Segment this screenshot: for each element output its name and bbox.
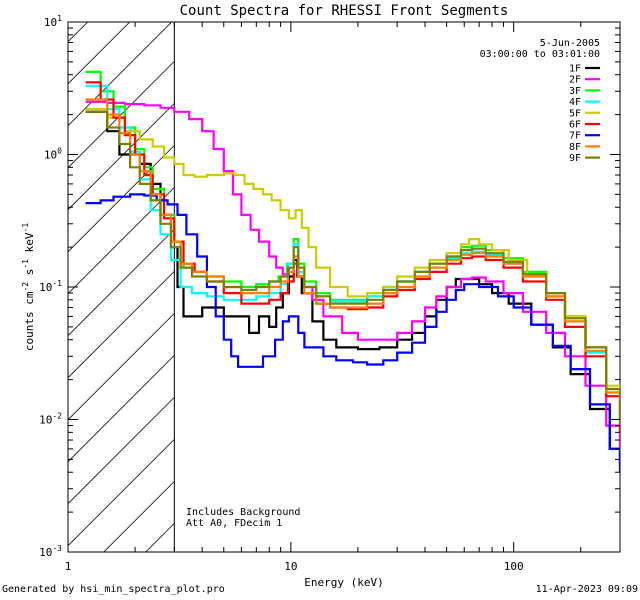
series-5f [85, 108, 620, 420]
y-tick-label: 10-1 [39, 279, 62, 294]
x-tick-label: 100 [504, 560, 524, 573]
footer-generated-by: Generated by hsi_min_spectra_plot.pro [2, 584, 225, 595]
legend: 5-Jun-2005 03:00:00 to 03:01:00 1F2F3F4F… [480, 38, 600, 164]
hatch-line [68, 22, 89, 42]
legend-label-2f: 2F [569, 75, 581, 86]
hatch-line [68, 22, 173, 126]
legend-label-7f: 7F [569, 131, 581, 142]
series-6f [85, 81, 620, 433]
series-group [85, 70, 620, 473]
hatch-line [68, 103, 175, 210]
legend-label-6f: 6F [569, 120, 581, 131]
y-tick-label: 100 [44, 147, 62, 162]
legend-date: 5-Jun-2005 [540, 38, 600, 49]
hatch-line [68, 397, 175, 504]
series-9f [85, 110, 620, 426]
hatch-line [68, 187, 175, 294]
y-tick-label: 10-2 [39, 412, 62, 427]
series-1f [85, 110, 620, 466]
y-tick-label: 10-3 [39, 544, 62, 559]
series-8f [85, 98, 620, 426]
legend-label-3f: 3F [569, 86, 581, 97]
series-4f [85, 84, 620, 420]
hatched-region [68, 22, 175, 552]
series-7f [85, 193, 620, 473]
hatch-line [68, 229, 175, 336]
hatch-line [145, 523, 175, 552]
hatch-line [68, 22, 131, 84]
y-tick-label: 101 [44, 14, 62, 29]
axes: 1 10 100 101 100 10-1 10-2 10-3 [39, 14, 621, 573]
legend-label-8f: 8F [569, 142, 581, 153]
legend-label-5f: 5F [569, 108, 581, 119]
hatch-line [68, 145, 175, 252]
hatch-line [103, 481, 175, 552]
series-3f [85, 70, 620, 426]
x-axis-label: Energy (keV) [304, 576, 383, 589]
hatch-line [68, 355, 175, 462]
hatch-line [68, 271, 175, 378]
note-attenuator: Att A0, FDecim 1 [186, 518, 282, 529]
legend-time-range: 03:00:00 to 03:01:00 [480, 49, 600, 60]
hatch-line [68, 313, 175, 420]
hatch-line [68, 61, 175, 168]
y-axis-label: counts cm-2 s-1 keV-1 [21, 223, 36, 351]
legend-label-4f: 4F [569, 97, 581, 108]
hatch-line [68, 439, 175, 546]
chart-title: Count Spectra for RHESSI Front Segments [180, 3, 509, 19]
x-tick-label: 10 [284, 560, 297, 573]
note-background: Includes Background [186, 507, 300, 518]
x-tick-label: 1 [65, 560, 72, 573]
footer-timestamp: 11-Apr-2023 09:09 [535, 584, 638, 595]
legend-label-1f: 1F [569, 64, 581, 75]
legend-label-9f: 9F [569, 153, 581, 164]
